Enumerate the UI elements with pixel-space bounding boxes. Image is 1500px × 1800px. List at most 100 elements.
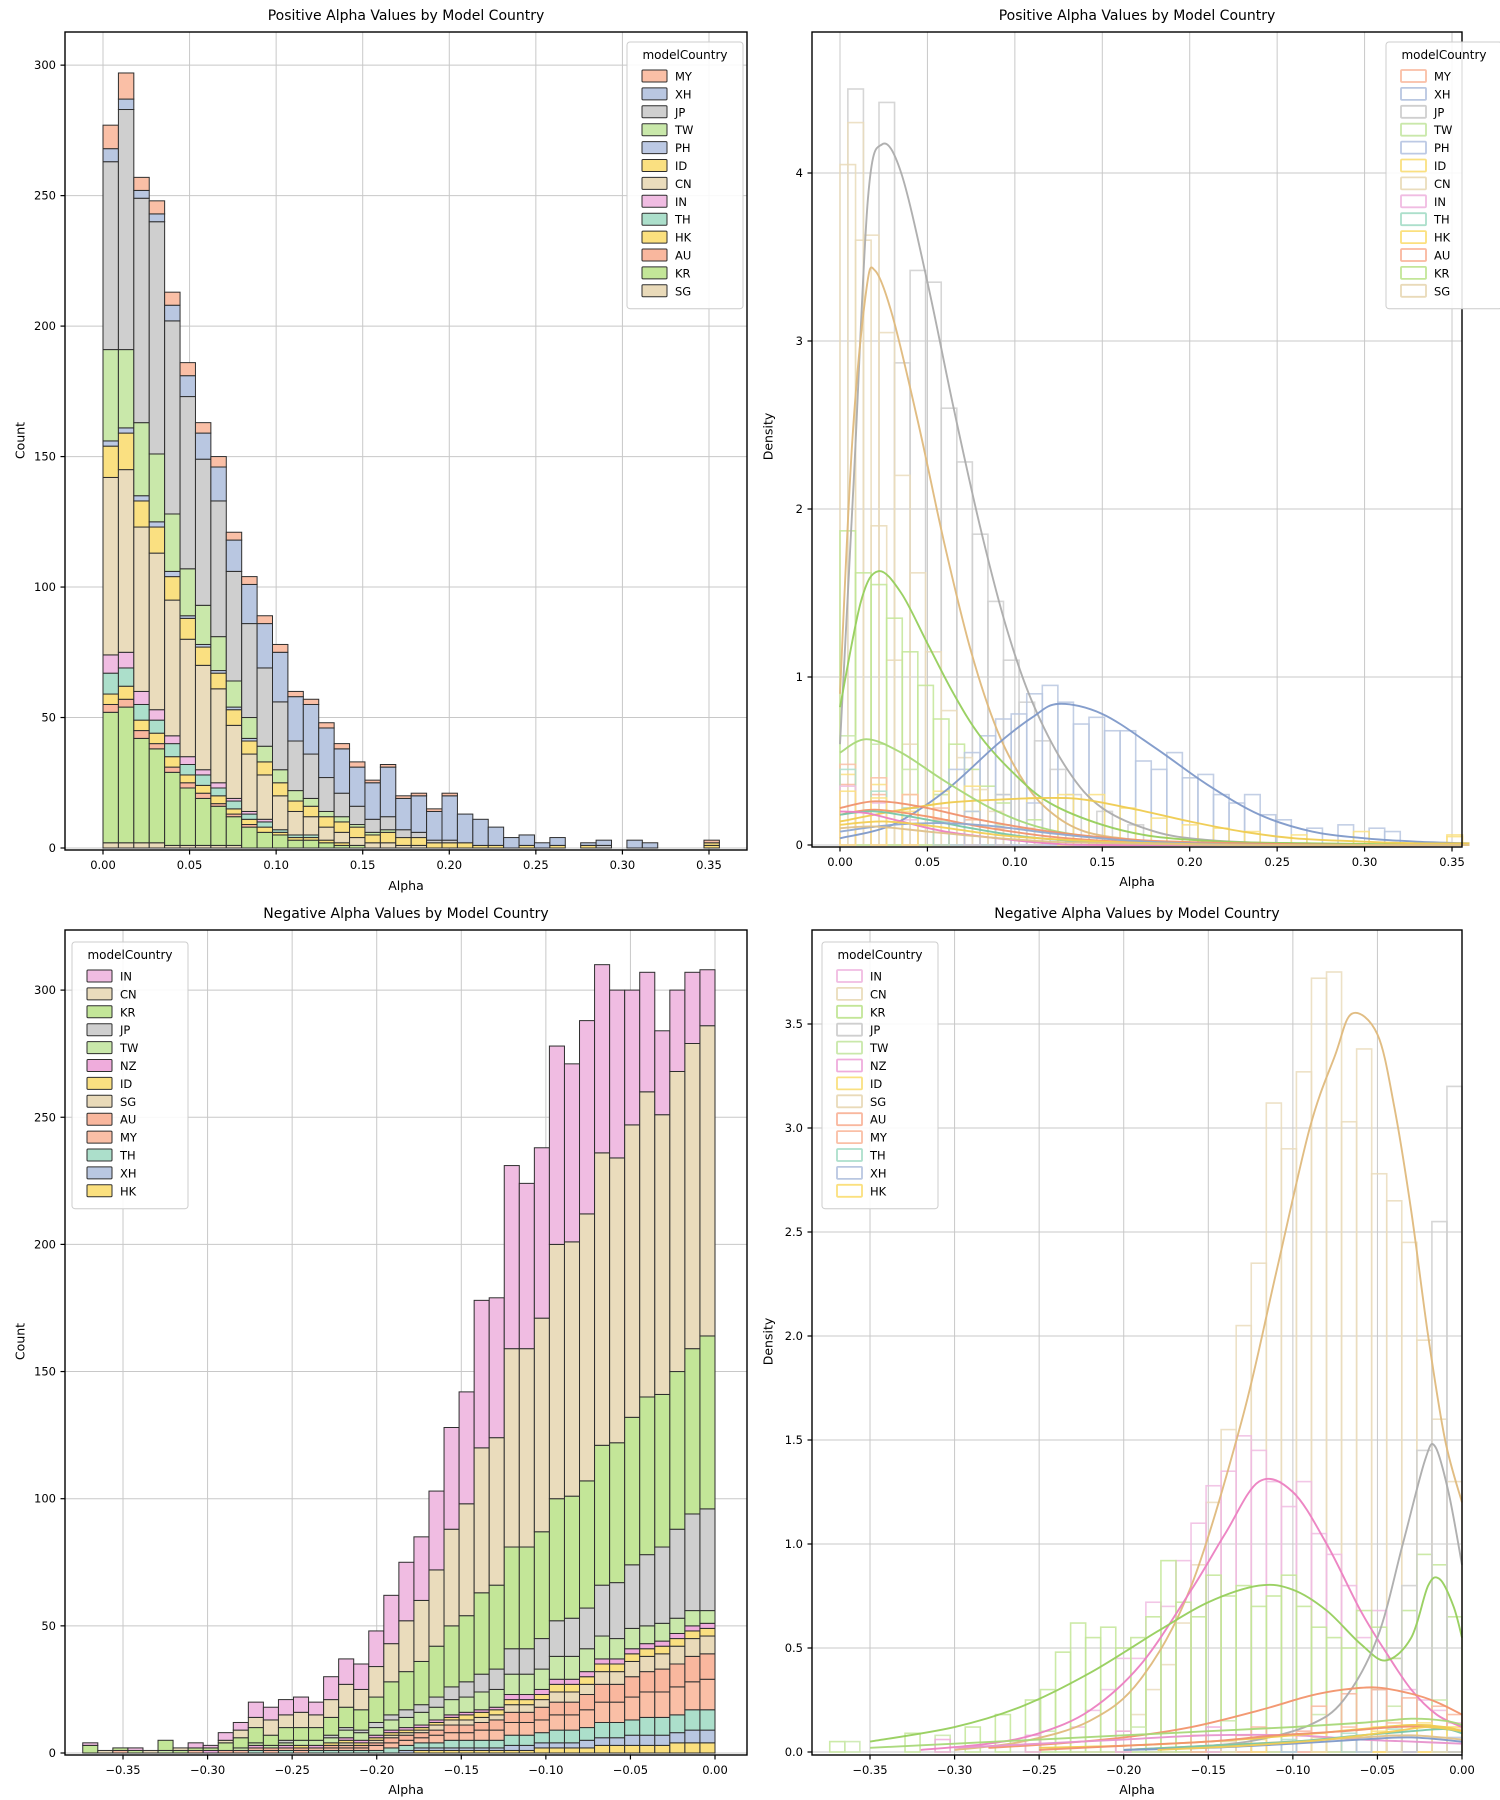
legend-label-IN: IN — [1434, 195, 1446, 209]
legend-label-MY: MY — [675, 70, 693, 84]
legend-title: modelCountry — [837, 948, 922, 962]
svg-text:150: 150 — [34, 1365, 56, 1379]
svg-text:2.5: 2.5 — [785, 1225, 803, 1239]
positive-density-panel: 0.00 0.05 0.10 0.15 0.20 0.25 0.30 0.35 0 1 2 3 4 mod… — [796, 31, 1500, 869]
legend-swatch-JP — [1400, 104, 1427, 119]
legend-swatch-HK — [836, 1183, 863, 1198]
kde-curve-HK — [1157, 1726, 1463, 1751]
legend-swatch-IN — [641, 194, 668, 208]
svg-text:50: 50 — [41, 1619, 56, 1633]
svg-text:0.20: 0.20 — [1177, 855, 1203, 869]
legend-label-JP: JP — [869, 1023, 880, 1037]
legend-label-SG: SG — [870, 1095, 886, 1109]
svg-text:−0.10: −0.10 — [528, 1763, 563, 1777]
legend-swatch-IN — [1400, 194, 1427, 209]
kde-curve-CN — [839, 266, 1470, 847]
svg-text:2.0: 2.0 — [785, 1329, 803, 1343]
legend-label-CN: CN — [870, 987, 887, 1001]
svg-text:200: 200 — [34, 319, 56, 333]
svg-text:−0.25: −0.25 — [1022, 1763, 1057, 1777]
legend-swatch-MY — [641, 69, 668, 83]
negative-histogram-ylabel: Count — [12, 1322, 28, 1361]
y-axis: 0 50 100 150 200 250 300 — [34, 983, 65, 1760]
legend-label-TW: TW — [674, 123, 693, 137]
svg-text:−0.25: −0.25 — [275, 1763, 310, 1777]
legend: modelCountry IN CN KR JP TW NZ ID SG AU MY TH XH HK — [71, 941, 189, 1210]
legend-label-PH: PH — [675, 141, 691, 155]
legend-title: modelCountry — [1401, 48, 1486, 62]
legend-label-HK: HK — [1434, 231, 1451, 245]
kde-curve-KR — [869, 1576, 1463, 1743]
legend-label-JP: JP — [119, 1023, 130, 1037]
svg-text:−0.20: −0.20 — [359, 1763, 394, 1777]
axes: 0.00 0.05 0.10 0.15 0.20 0.25 0.30 0.35 0 1 2 3 4 — [796, 31, 1465, 869]
positive-histogram-ylabel: Count — [12, 421, 28, 460]
legend-label-TW: TW — [869, 1041, 888, 1055]
svg-text:3.5: 3.5 — [785, 1017, 803, 1031]
legend-label-HK: HK — [870, 1184, 887, 1198]
legend-label-AU: AU — [1434, 249, 1450, 263]
legend-swatch-XH — [836, 1165, 863, 1180]
legend-label-KR: KR — [1434, 266, 1450, 280]
legend-label-TW: TW — [119, 1041, 138, 1055]
legend-label-CN: CN — [120, 987, 137, 1001]
negative-density-panel: −0.35 −0.30 −0.25 −0.20 −0.15 −0.10 −0.05 0.00 0… — [785, 929, 1475, 1777]
legend-swatch-JP — [641, 105, 668, 119]
positive-density-ylabel: Density — [760, 412, 776, 461]
kde-curve-TW — [869, 1717, 1463, 1749]
legend-swatch-PH — [1400, 140, 1427, 155]
legend-label-CN: CN — [1434, 177, 1451, 191]
legend: modelCountry IN CN KR JP TW NZ ID SG AU MY TH XH HK — [821, 941, 939, 1210]
svg-text:3.0: 3.0 — [785, 1121, 803, 1135]
svg-text:0.35: 0.35 — [1439, 855, 1465, 869]
legend-label-MY: MY — [1434, 70, 1452, 84]
svg-text:−0.35: −0.35 — [105, 1763, 140, 1777]
legend-swatch-MY — [86, 1130, 113, 1144]
svg-text:1: 1 — [796, 670, 803, 684]
kde-curve-NZ — [954, 1733, 1463, 1749]
negative-histogram-title: Negative Alpha Values by Model Country — [263, 906, 549, 922]
legend-swatch-AU — [641, 248, 668, 262]
legend-swatch-JP — [836, 1022, 863, 1037]
x-axis: 0.00 0.05 0.10 0.15 0.20 0.25 0.30 0.35 — [827, 847, 1465, 869]
axes: −0.35 −0.30 −0.25 −0.20 −0.15 −0.10 −0.05 0.00 0… — [34, 929, 748, 1777]
svg-text:−0.05: −0.05 — [613, 1763, 648, 1777]
legend-label-XH: XH — [870, 1166, 887, 1180]
legend-swatch-TH — [1400, 212, 1427, 227]
negative-histogram-panel: −0.35 −0.30 −0.25 −0.20 −0.15 −0.10 −0.05 0.00 0… — [34, 929, 748, 1777]
legend-label-KR: KR — [675, 266, 691, 280]
legend-swatch-TH — [641, 212, 668, 226]
legend-label-MY: MY — [870, 1131, 888, 1145]
svg-text:0: 0 — [49, 841, 56, 855]
legend-label-IN: IN — [120, 970, 132, 984]
legend-label-SG: SG — [675, 284, 691, 298]
legend-swatch-MY — [836, 1130, 863, 1145]
legend-swatch-HK — [1400, 230, 1427, 245]
svg-text:300: 300 — [34, 983, 56, 997]
legend-label-IN: IN — [675, 195, 687, 209]
legend-swatch-CN — [836, 987, 863, 1001]
legend-swatch-CN — [1400, 176, 1427, 191]
svg-text:0.0: 0.0 — [785, 1745, 803, 1759]
legend-swatch-TW — [641, 123, 668, 137]
legend-swatch-AU — [836, 1112, 863, 1127]
svg-text:150: 150 — [34, 450, 56, 464]
positive-density-title: Positive Alpha Values by Model Country — [998, 8, 1276, 24]
svg-text:0.20: 0.20 — [436, 858, 462, 872]
kde-curve-XH — [839, 702, 1470, 845]
legend-swatch-XH — [641, 87, 668, 101]
positive-histogram-panel: 0.00 0.05 0.10 0.15 0.20 0.25 0.30 0.35 0 50 100 15… — [34, 31, 748, 872]
kde-curve-KR — [839, 570, 1470, 846]
legend-label-XH: XH — [120, 1166, 137, 1180]
svg-text:0.5: 0.5 — [785, 1641, 803, 1655]
legend-swatch-ID — [836, 1076, 863, 1091]
positive-histogram-title: Positive Alpha Values by Model Country — [267, 8, 545, 24]
svg-text:2: 2 — [796, 502, 803, 516]
legend-swatch-TW — [836, 1040, 863, 1055]
legend-label-XH: XH — [1434, 87, 1451, 101]
legend-label-HK: HK — [120, 1184, 137, 1198]
svg-text:−0.35: −0.35 — [852, 1763, 887, 1777]
svg-text:−0.20: −0.20 — [1106, 1763, 1141, 1777]
legend-swatch-AU — [86, 1112, 113, 1126]
